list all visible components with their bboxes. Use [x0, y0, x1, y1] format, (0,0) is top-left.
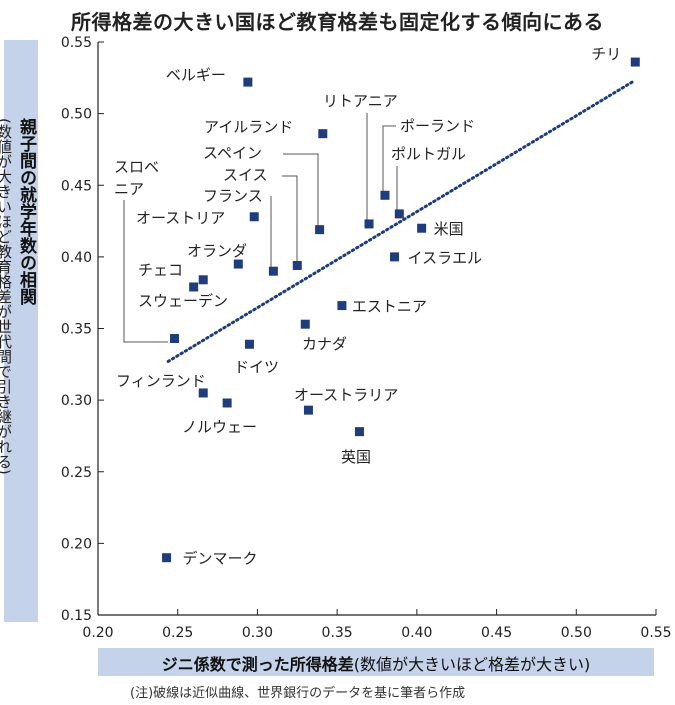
point-label: ドイツ	[234, 358, 279, 376]
point-label: スウェーデン	[138, 292, 228, 310]
x-axis-label-note: (数値が大きいほど格差が大きい)	[353, 655, 591, 674]
leader-line	[382, 125, 396, 196]
y-tick-label: 0.40	[61, 250, 92, 266]
point-label: フランス	[203, 187, 263, 205]
data-point	[394, 209, 404, 219]
data-points	[162, 57, 640, 563]
chart-title: 所得格差の大きい国ほど教育格差も固定化する傾向にある	[71, 10, 604, 34]
x-axis-label-band	[98, 648, 654, 676]
data-point	[300, 319, 310, 329]
data-point	[303, 405, 313, 415]
data-point	[198, 388, 208, 398]
y-tick-label: 0.50	[61, 107, 92, 123]
point-label: フィンランド	[116, 372, 206, 390]
data-point	[337, 301, 347, 311]
y-tick-label: 0.20	[61, 536, 92, 552]
x-tick-label: 0.30	[242, 625, 273, 641]
y-tick-label: 0.55	[61, 35, 92, 51]
y-tick-label: 0.30	[61, 393, 92, 409]
point-label: スイス	[223, 166, 268, 184]
data-point	[189, 282, 199, 292]
point-label: リトアニア	[323, 92, 398, 110]
point-label: アイルランド	[204, 118, 293, 136]
x-tick-label: 0.55	[640, 625, 671, 641]
point-label: スロベニア	[114, 158, 159, 198]
y-tick-label: 0.35	[61, 322, 92, 338]
point-label: チリ	[591, 45, 621, 63]
data-point	[315, 225, 325, 235]
point-label: ポルトガル	[391, 145, 466, 163]
point-label: チェコ	[138, 261, 183, 279]
data-point	[364, 219, 374, 229]
y-axis-label: 親子間の就学年数の相関	[16, 118, 36, 305]
data-point	[244, 339, 254, 349]
leader-line	[123, 200, 168, 343]
data-point	[292, 260, 302, 270]
point-label: 英国	[341, 448, 371, 466]
point-label: オーストラリア	[294, 386, 398, 404]
point-label: ベルギー	[166, 66, 226, 84]
point-label-line: スロベ	[114, 158, 159, 176]
trendline	[166, 80, 634, 363]
point-label: イスラエル	[408, 249, 483, 267]
axes: 0.150.200.250.300.350.400.450.500.550.20…	[61, 35, 672, 641]
y-tick-label: 0.15	[61, 608, 92, 624]
point-label: エストニア	[352, 298, 427, 316]
data-point	[198, 275, 208, 285]
x-tick-label: 0.25	[162, 625, 193, 641]
source-note: (注)破線は近似曲線、世界銀行のデータを基に筆者ら作成	[130, 686, 466, 701]
point-label: オランダ	[187, 242, 247, 260]
data-point	[268, 266, 278, 276]
data-point	[630, 57, 640, 67]
x-tick-label: 0.20	[82, 625, 113, 641]
data-point	[390, 252, 400, 262]
trendline-dotted	[166, 80, 634, 363]
x-tick-label: 0.50	[561, 625, 592, 641]
y-tick-label: 0.45	[61, 178, 92, 194]
y-axis-label-band	[4, 40, 38, 622]
y-tick-label: 0.25	[61, 465, 92, 481]
point-label: カナダ	[302, 335, 347, 353]
point-label: ポーランド	[400, 117, 475, 135]
data-point	[222, 398, 232, 408]
x-tick-label: 0.35	[322, 625, 353, 641]
data-point	[233, 259, 243, 269]
point-label: デンマーク	[183, 550, 258, 568]
leader-line	[283, 153, 319, 232]
point-label: オーストリア	[136, 209, 225, 227]
point-label: 米国	[434, 220, 464, 238]
point-label-line: ニア	[114, 180, 144, 198]
x-tick-label: 0.40	[401, 625, 432, 641]
y-axis-label-note: (数値が大きいほど教育格差が世代間で引き継がれる)	[0, 118, 13, 475]
data-point	[249, 212, 259, 222]
leader-lines	[123, 113, 398, 343]
data-point	[318, 129, 328, 139]
x-tick-label: 0.45	[481, 625, 512, 641]
point-label: ノルウェー	[182, 418, 257, 436]
data-point	[354, 427, 364, 437]
data-point	[380, 190, 390, 200]
data-point	[170, 334, 180, 344]
leader-line	[282, 175, 298, 268]
point-label: スペイン	[203, 144, 262, 162]
x-axis-label: ジニ係数で測った所得格差(数値が大きいほど格差が大きい)	[98, 651, 654, 675]
x-axis-label-main: ジニ係数で測った所得格差	[161, 655, 354, 674]
data-point	[243, 77, 253, 87]
data-point	[162, 553, 172, 563]
data-point	[417, 223, 427, 233]
